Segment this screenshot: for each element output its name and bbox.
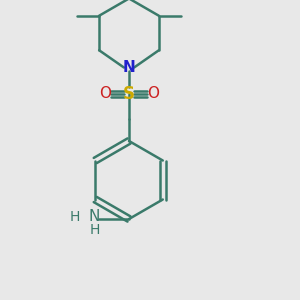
Text: N: N (89, 209, 100, 224)
Text: H: H (89, 224, 100, 237)
Text: O: O (99, 86, 111, 101)
Text: N: N (123, 60, 135, 75)
Text: H: H (69, 210, 80, 224)
Text: S: S (123, 85, 135, 103)
Text: O: O (147, 86, 159, 101)
